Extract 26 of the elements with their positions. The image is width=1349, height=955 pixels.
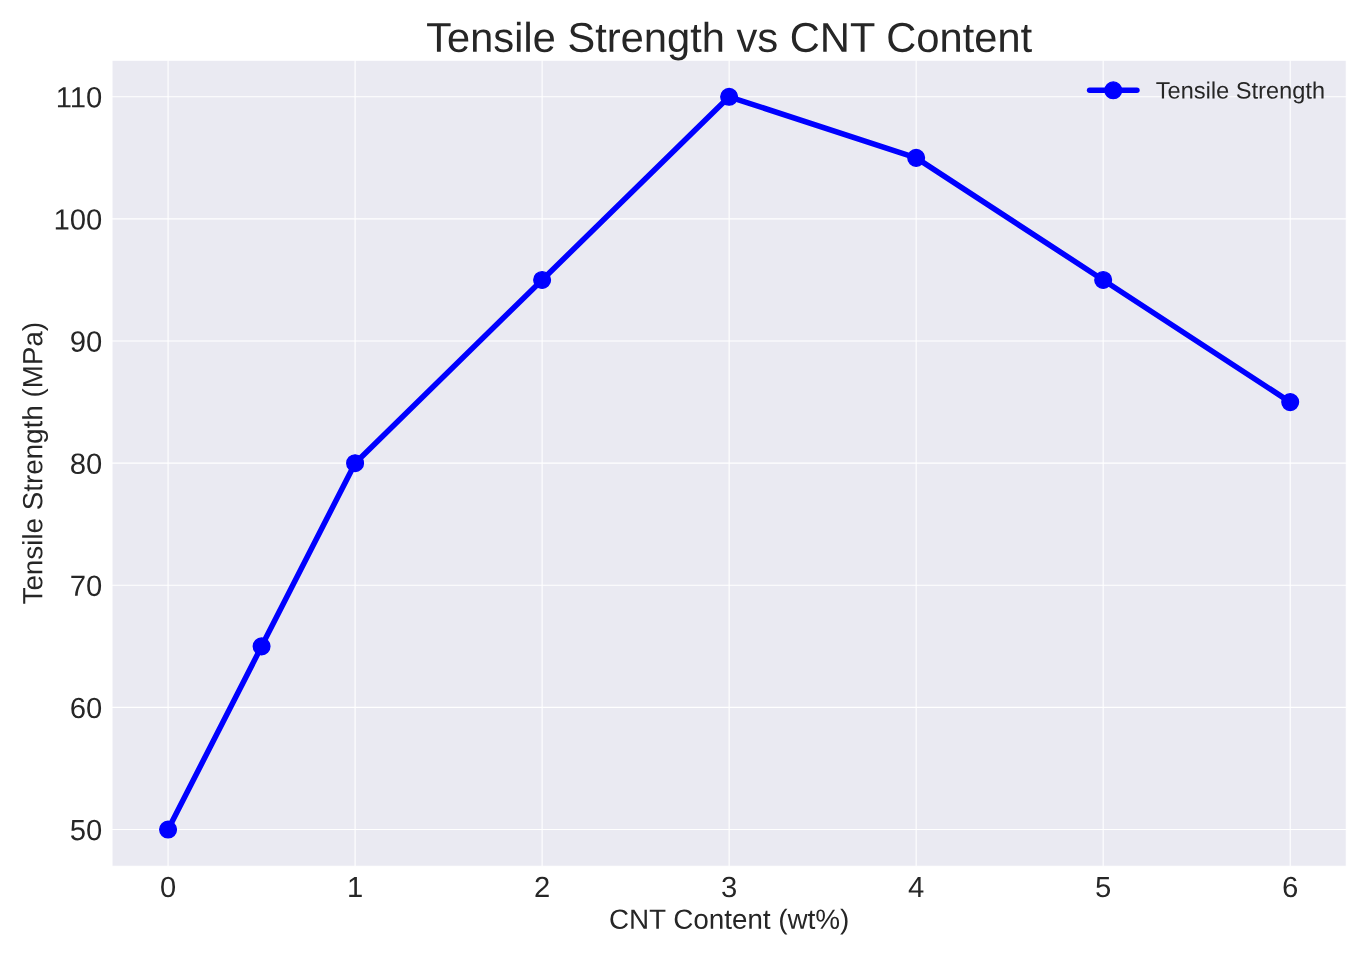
- x-tick-label: 4: [908, 876, 924, 898]
- y-tick-label: 90: [71, 331, 102, 352]
- x-tick-label: 3: [722, 876, 736, 898]
- x-tick-label: 2: [535, 876, 549, 898]
- y-tick-label: 70: [71, 575, 102, 597]
- y-tick-label: 50: [70, 819, 102, 841]
- point: [159, 820, 178, 839]
- y-tick-label: 100: [55, 209, 102, 230]
- x-tick-label: 0: [161, 876, 176, 898]
- y-tick-label: 110: [57, 87, 102, 108]
- chart-title: Tensile Strength vs CNT Content: [427, 21, 1032, 61]
- y-tick-label: 80: [71, 453, 102, 475]
- point: [533, 270, 552, 290]
- point: [1094, 270, 1113, 290]
- x-tick-label: 6: [1283, 876, 1298, 898]
- legend-label: Tensile Strength: [1156, 81, 1324, 104]
- point: [252, 637, 271, 656]
- y-axis-title: Tensile Strength (MPa): [22, 323, 49, 604]
- point: [720, 87, 739, 106]
- x-tick-label: 1: [349, 876, 362, 898]
- point: [1281, 393, 1300, 412]
- y-tick-label: 60: [71, 697, 102, 719]
- point: [346, 454, 365, 473]
- point: [907, 148, 926, 167]
- x-tick-label: 5: [1096, 876, 1111, 898]
- x-axis-title: CNT Content (wt%): [610, 908, 848, 935]
